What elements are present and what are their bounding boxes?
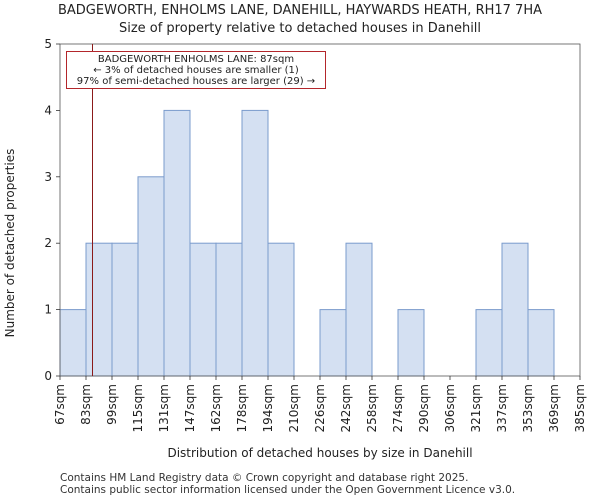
bar-83sqm (85, 242, 113, 377)
x-tick-label: 337sqm (495, 384, 509, 432)
annotation-line-2: ← 3% of detached houses are smaller (1) (93, 65, 299, 76)
y-tick-label: 4 (44, 103, 52, 117)
chart-title: BADGEWORTH, ENHOLMS LANE, DANEHILL, HAYW… (57, 3, 542, 18)
x-tick-label: 274sqm (391, 384, 405, 432)
x-tick-label: 67sqm (53, 384, 67, 425)
y-tick-label: 1 (44, 303, 52, 317)
x-tick-label: 226sqm (313, 384, 327, 432)
y-axis-label: Number of detached properties (3, 149, 17, 338)
bar-147sqm (189, 242, 217, 377)
y-tick-label: 5 (44, 37, 52, 51)
x-tick-label: 83sqm (79, 384, 93, 425)
y-tick-label: 2 (44, 236, 52, 250)
x-tick-label: 321sqm (469, 384, 483, 432)
footer-licence: Contains public sector information licen… (60, 484, 516, 496)
bar-115sqm (137, 176, 165, 377)
x-tick-label: 290sqm (417, 384, 431, 432)
x-tick-label: 353sqm (521, 384, 535, 432)
bar-242sqm (345, 242, 373, 377)
annotation-line-3: 97% of semi-detached houses are larger (… (76, 76, 316, 87)
y-tick-label: 3 (44, 170, 52, 184)
y-tick-label: 0 (44, 369, 52, 383)
bar-353sqm (527, 309, 555, 377)
x-tick-label: 115sqm (131, 384, 145, 432)
x-tick-label: 99sqm (105, 384, 119, 425)
annotation-line-1: BADGEWORTH ENHOLMS LANE: 87sqm (97, 54, 295, 65)
x-tick-label: 131sqm (157, 384, 171, 432)
x-tick-label: 242sqm (339, 384, 353, 432)
bar-321sqm (475, 309, 503, 377)
bar-162sqm (215, 242, 243, 377)
x-tick-label: 385sqm (573, 384, 587, 432)
x-tick-label: 369sqm (547, 384, 561, 432)
x-tick-label: 178sqm (235, 384, 249, 432)
chart-subtitle: Size of property relative to detached ho… (118, 21, 482, 36)
x-tick-label: 194sqm (261, 384, 275, 432)
x-tick-label: 162sqm (209, 384, 223, 432)
bar-178sqm (241, 109, 269, 377)
annotation-box: BADGEWORTH ENHOLMS LANE: 87sqm ← 3% of d… (66, 51, 326, 89)
x-tick-label: 306sqm (443, 384, 457, 432)
bar-226sqm (319, 309, 347, 377)
x-tick-label: 147sqm (183, 384, 197, 432)
bar-194sqm (267, 242, 295, 377)
bar-99sqm (111, 242, 139, 377)
bar-131sqm (163, 109, 191, 377)
bar-274sqm (397, 309, 425, 377)
x-tick-label: 210sqm (287, 384, 301, 432)
bar-67sqm (59, 309, 87, 377)
bar-337sqm (501, 242, 529, 377)
x-axis-label: Distribution of detached houses by size … (167, 446, 472, 460)
footer-copyright: Contains HM Land Registry data © Crown c… (60, 472, 469, 484)
x-tick-label: 258sqm (365, 384, 379, 432)
